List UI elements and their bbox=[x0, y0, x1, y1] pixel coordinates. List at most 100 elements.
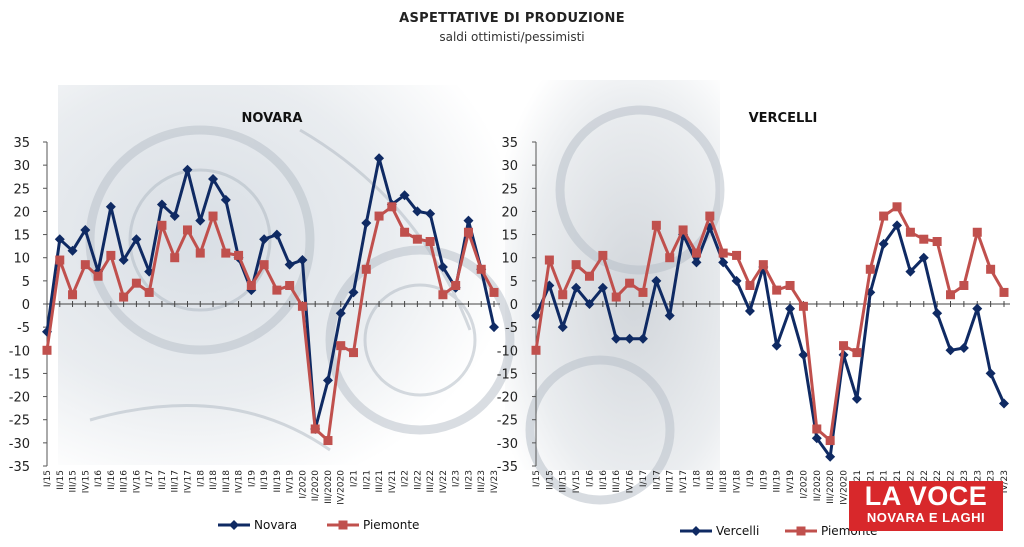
x-tick-label: III/16 bbox=[612, 470, 622, 493]
chart-title-vercelli: VERCELLI bbox=[749, 111, 818, 126]
data-point-vercelli bbox=[731, 275, 742, 286]
data-point-piemonte bbox=[425, 237, 435, 247]
x-tick-label: I/15 bbox=[43, 470, 53, 487]
data-point-piemonte bbox=[476, 264, 486, 274]
x-tick-label: I/22 bbox=[401, 470, 411, 487]
data-point-piemonte bbox=[959, 280, 969, 290]
data-point-piemonte bbox=[170, 253, 180, 263]
x-tick-label: III/22 bbox=[426, 470, 436, 492]
data-point-vercelli bbox=[878, 238, 889, 249]
legend-swatch-marker bbox=[338, 520, 348, 530]
y-tick-label: 35 bbox=[13, 136, 30, 151]
x-tick-label: IV/18 bbox=[235, 470, 245, 494]
data-point-piemonte bbox=[68, 290, 78, 300]
data-point-vercelli bbox=[945, 345, 956, 356]
x-tick-label: III/2020 bbox=[324, 470, 334, 504]
data-point-vercelli bbox=[958, 342, 969, 353]
data-point-piemonte bbox=[131, 278, 141, 288]
x-tick-label: III/17 bbox=[171, 470, 181, 492]
data-point-piemonte bbox=[718, 248, 728, 258]
data-point-piemonte bbox=[879, 211, 889, 221]
y-tick-label: -35 bbox=[497, 460, 518, 475]
x-tick-label: I/2020 bbox=[298, 470, 308, 499]
data-point-piemonte bbox=[285, 280, 295, 290]
data-point-piemonte bbox=[297, 301, 307, 311]
data-point-piemonte bbox=[400, 227, 410, 237]
data-point-vercelli bbox=[785, 303, 796, 314]
x-tick-label: II/22 bbox=[920, 470, 930, 490]
data-point-piemonte bbox=[919, 234, 929, 244]
data-point-piemonte bbox=[531, 345, 541, 355]
y-tick-label: -15 bbox=[497, 367, 518, 382]
data-point-piemonte bbox=[387, 202, 397, 212]
data-point-vercelli bbox=[691, 257, 702, 268]
data-point-vercelli bbox=[771, 340, 782, 351]
data-point-piemonte bbox=[246, 280, 256, 290]
legend-swatch-marker bbox=[229, 520, 239, 530]
x-tick-label: I/2020 bbox=[799, 470, 809, 499]
data-point-novara bbox=[361, 218, 372, 228]
data-point-vercelli bbox=[584, 299, 595, 309]
data-point-piemonte bbox=[55, 255, 65, 265]
legend-label: Piemonte bbox=[363, 518, 419, 532]
y-tick-label: -30 bbox=[9, 437, 30, 452]
x-tick-label: I/21 bbox=[853, 470, 863, 487]
x-tick-label: IV/23 bbox=[490, 470, 500, 493]
series-line-novara-novara bbox=[45, 156, 496, 431]
x-tick-label: IV/18 bbox=[733, 470, 743, 494]
data-point-novara bbox=[348, 287, 359, 298]
data-point-piemonte bbox=[865, 264, 875, 274]
data-point-piemonte bbox=[208, 211, 218, 221]
y-tick-label: 25 bbox=[501, 182, 518, 197]
y-tick-label: 15 bbox=[13, 229, 30, 244]
x-tick-label: II/2020 bbox=[311, 470, 321, 502]
data-point-piemonte bbox=[438, 290, 448, 300]
x-tick-label: II/19 bbox=[260, 470, 270, 490]
y-tick-label: 35 bbox=[501, 136, 518, 151]
data-point-piemonte bbox=[336, 341, 346, 351]
data-point-novara bbox=[374, 153, 385, 164]
y-tick-label: -20 bbox=[497, 391, 518, 406]
data-point-vercelli bbox=[999, 398, 1009, 409]
data-point-vercelli bbox=[597, 282, 608, 293]
y-tick-label: 20 bbox=[13, 205, 30, 220]
y-tick-label: -30 bbox=[497, 437, 518, 452]
x-tick-label: IV/16 bbox=[626, 470, 636, 494]
x-tick-label: III/18 bbox=[719, 470, 729, 493]
x-tick-label: II/19 bbox=[759, 470, 769, 490]
y-tick-label: 15 bbox=[501, 229, 518, 244]
x-tick-label: II/21 bbox=[362, 470, 372, 490]
data-point-piemonte bbox=[691, 248, 701, 258]
data-point-piemonte bbox=[745, 280, 755, 290]
data-point-vercelli bbox=[892, 220, 903, 231]
data-point-piemonte bbox=[638, 287, 648, 297]
x-tick-label: III/15 bbox=[559, 470, 569, 492]
data-point-vercelli bbox=[932, 308, 943, 319]
data-point-novara bbox=[118, 255, 129, 266]
series-line-vercelli-vercelli bbox=[534, 223, 1006, 459]
data-point-vercelli bbox=[651, 275, 662, 286]
data-point-novara bbox=[322, 375, 333, 386]
data-point-piemonte bbox=[259, 260, 269, 270]
data-point-piemonte bbox=[986, 264, 996, 274]
data-point-novara bbox=[489, 322, 499, 333]
data-point-vercelli bbox=[637, 333, 648, 344]
x-tick-label: III/19 bbox=[773, 470, 783, 493]
data-point-piemonte bbox=[374, 211, 384, 221]
data-point-novara bbox=[271, 229, 282, 240]
y-tick-label: 25 bbox=[13, 182, 30, 197]
data-point-piemonte bbox=[310, 424, 320, 434]
x-tick-label: III/21 bbox=[375, 470, 385, 492]
data-point-piemonte bbox=[705, 211, 715, 221]
x-tick-label: III/18 bbox=[222, 470, 232, 493]
logo-line2: NOVARA E LAGHI bbox=[866, 510, 986, 525]
x-tick-label: IV/17 bbox=[679, 470, 689, 493]
x-tick-label: I/18 bbox=[692, 470, 702, 487]
y-tick-label: -5 bbox=[17, 321, 30, 336]
data-point-novara bbox=[169, 211, 180, 222]
y-tick-label: -25 bbox=[9, 414, 30, 429]
data-point-piemonte bbox=[932, 237, 942, 247]
data-point-piemonte bbox=[119, 292, 129, 302]
x-tick-label: III/2020 bbox=[826, 470, 836, 504]
